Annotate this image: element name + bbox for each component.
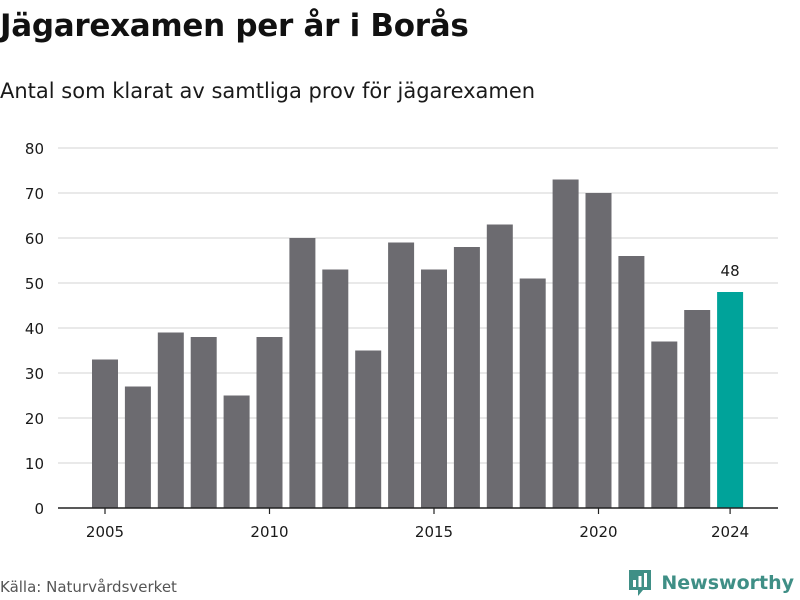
y-tick-label: 80: [25, 140, 44, 158]
axes: 0 10 20 30 40 50 60 70 80 48 2005 2010 2015 2020 2024: [25, 140, 778, 541]
bar: [486, 224, 513, 508]
y-tick-label: 10: [25, 455, 44, 473]
bar: [651, 341, 678, 508]
y-tick-label: 0: [34, 500, 44, 518]
x-tick-label: 2005: [86, 523, 124, 541]
bar: [453, 247, 480, 508]
bar-chart: 0 10 20 30 40 50 60 70 80 48 2005 2010 2015 2020 2024: [25, 140, 778, 541]
gridlines: [58, 147, 778, 464]
bar: [585, 193, 612, 508]
bar: [519, 278, 546, 508]
chart-subtitle: Antal som klarat av samtliga prov för jä…: [0, 79, 536, 103]
chart-title: Jägarexamen per år i Borås: [0, 8, 469, 44]
bar: [223, 395, 250, 508]
x-tick-label: 2015: [415, 523, 453, 541]
bar: [355, 350, 382, 508]
source-note: Källa: Naturvårdsverket: [0, 578, 177, 596]
bar: [157, 332, 184, 508]
bar: [552, 179, 579, 508]
y-tick-label: 40: [25, 320, 44, 338]
y-tick-label: 20: [25, 410, 44, 428]
bar: [421, 269, 447, 508]
bar: [289, 238, 316, 508]
x-tick-label: 2010: [250, 523, 288, 541]
brand-name: Newsworthy: [661, 572, 794, 594]
y-tick-label: 60: [25, 230, 44, 248]
x-tick-label: 2020: [579, 523, 617, 541]
y-tick-label: 30: [25, 365, 44, 383]
bar: [322, 269, 349, 508]
bar: [190, 337, 217, 508]
bar: [684, 310, 711, 508]
x-tick-label: 2024: [711, 523, 749, 541]
bar: [256, 337, 283, 508]
bar: [124, 386, 151, 508]
y-tick-label: 50: [25, 275, 44, 293]
y-tick-label: 70: [25, 185, 44, 203]
brand-logo: Newsworthy: [627, 568, 794, 598]
bar: [388, 242, 415, 508]
bars: [92, 179, 744, 508]
newsworthy-logo-icon: [629, 570, 652, 596]
bar: [618, 256, 645, 508]
bar-highlighted: [717, 292, 744, 508]
data-label: 48: [721, 262, 740, 280]
bar: [92, 359, 118, 508]
